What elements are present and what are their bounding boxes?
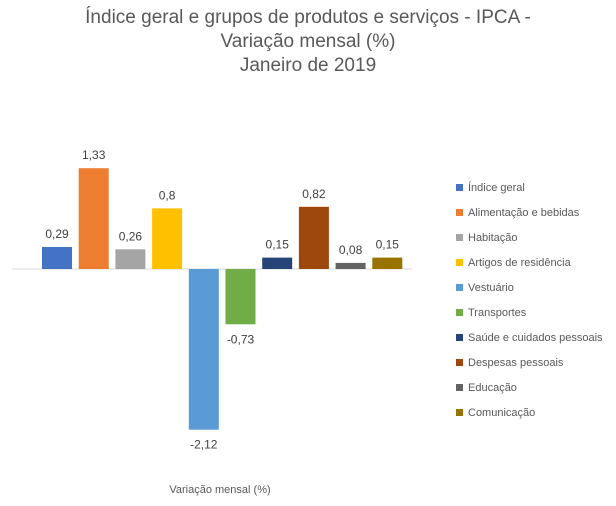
- legend-label-4: Vestuário: [468, 281, 514, 294]
- legend-item-4: Vestuário: [456, 275, 603, 300]
- bar-8: [335, 262, 366, 269]
- data-label-2: 0,26: [119, 229, 143, 243]
- legend-item-9: Comunicação: [456, 400, 603, 425]
- legend-swatch-5: [456, 309, 463, 316]
- data-label-5: -0,73: [227, 332, 255, 346]
- data-label-9: 0,15: [376, 238, 400, 252]
- legend: Índice geral Alimentação e bebidas Habitaç…: [456, 175, 603, 425]
- legend-item-3: Artigos de residência: [456, 250, 603, 275]
- data-label-0: 0,29: [45, 227, 69, 241]
- bar-2: [115, 249, 146, 269]
- legend-label-5: Transportes: [468, 306, 527, 319]
- bar-6: [262, 257, 293, 269]
- x-axis-label: Variação mensal (%): [169, 484, 271, 496]
- legend-item-6: Saúde e cuidados pessoais: [456, 325, 603, 350]
- legend-item-2: Habitação: [456, 225, 603, 250]
- chart-title-line-1: Índice geral e grupos de produtos e serv…: [85, 7, 531, 28]
- data-label-6: 0,15: [266, 238, 290, 252]
- legend-label-3: Artigos de residência: [468, 256, 571, 269]
- bar-5: [225, 269, 256, 325]
- legend-swatch-1: [456, 209, 463, 216]
- bar-3: [152, 208, 183, 269]
- legend-swatch-7: [456, 359, 463, 366]
- legend-label-1: Alimentação e bebidas: [468, 206, 580, 219]
- legend-swatch-2: [456, 234, 463, 241]
- chart-title-line-3: Janeiro de 2019: [239, 55, 377, 76]
- bar-9: [372, 257, 403, 269]
- legend-item-0: Índice geral: [456, 175, 603, 200]
- data-label-4: -2,12: [190, 438, 218, 452]
- bar-4: [188, 269, 219, 430]
- bar-1: [78, 168, 109, 269]
- legend-swatch-6: [456, 334, 463, 341]
- chart-title: Índice geral e grupos de produtos e serv…: [0, 6, 616, 78]
- legend-swatch-3: [456, 259, 463, 266]
- chart-title-line-2: Variação mensal (%): [220, 31, 396, 52]
- legend-item-1: Alimentação e bebidas: [456, 200, 603, 225]
- legend-label-8: Educação: [468, 381, 517, 394]
- legend-label-0: Índice geral: [468, 181, 525, 194]
- legend-label-9: Comunicação: [468, 406, 536, 419]
- legend-label-7: Despesas pessoais: [468, 356, 564, 369]
- data-label-8: 0,08: [339, 243, 363, 257]
- legend-label-2: Habitação: [468, 231, 518, 244]
- legend-swatch-8: [456, 384, 463, 391]
- data-label-7: 0,82: [302, 187, 326, 201]
- bar-0: [42, 247, 72, 269]
- legend-swatch-0: [456, 184, 463, 191]
- legend-swatch-9: [456, 409, 463, 416]
- legend-label-6: Saúde e cuidados pessoais: [468, 331, 603, 344]
- legend-item-5: Transportes: [456, 300, 603, 325]
- legend-item-8: Educação: [456, 375, 603, 400]
- data-label-1: 1,33: [82, 148, 106, 162]
- data-label-3: 0,8: [159, 188, 176, 202]
- legend-item-7: Despesas pessoais: [456, 350, 603, 375]
- bar-7: [298, 206, 329, 269]
- legend-swatch-4: [456, 284, 463, 291]
